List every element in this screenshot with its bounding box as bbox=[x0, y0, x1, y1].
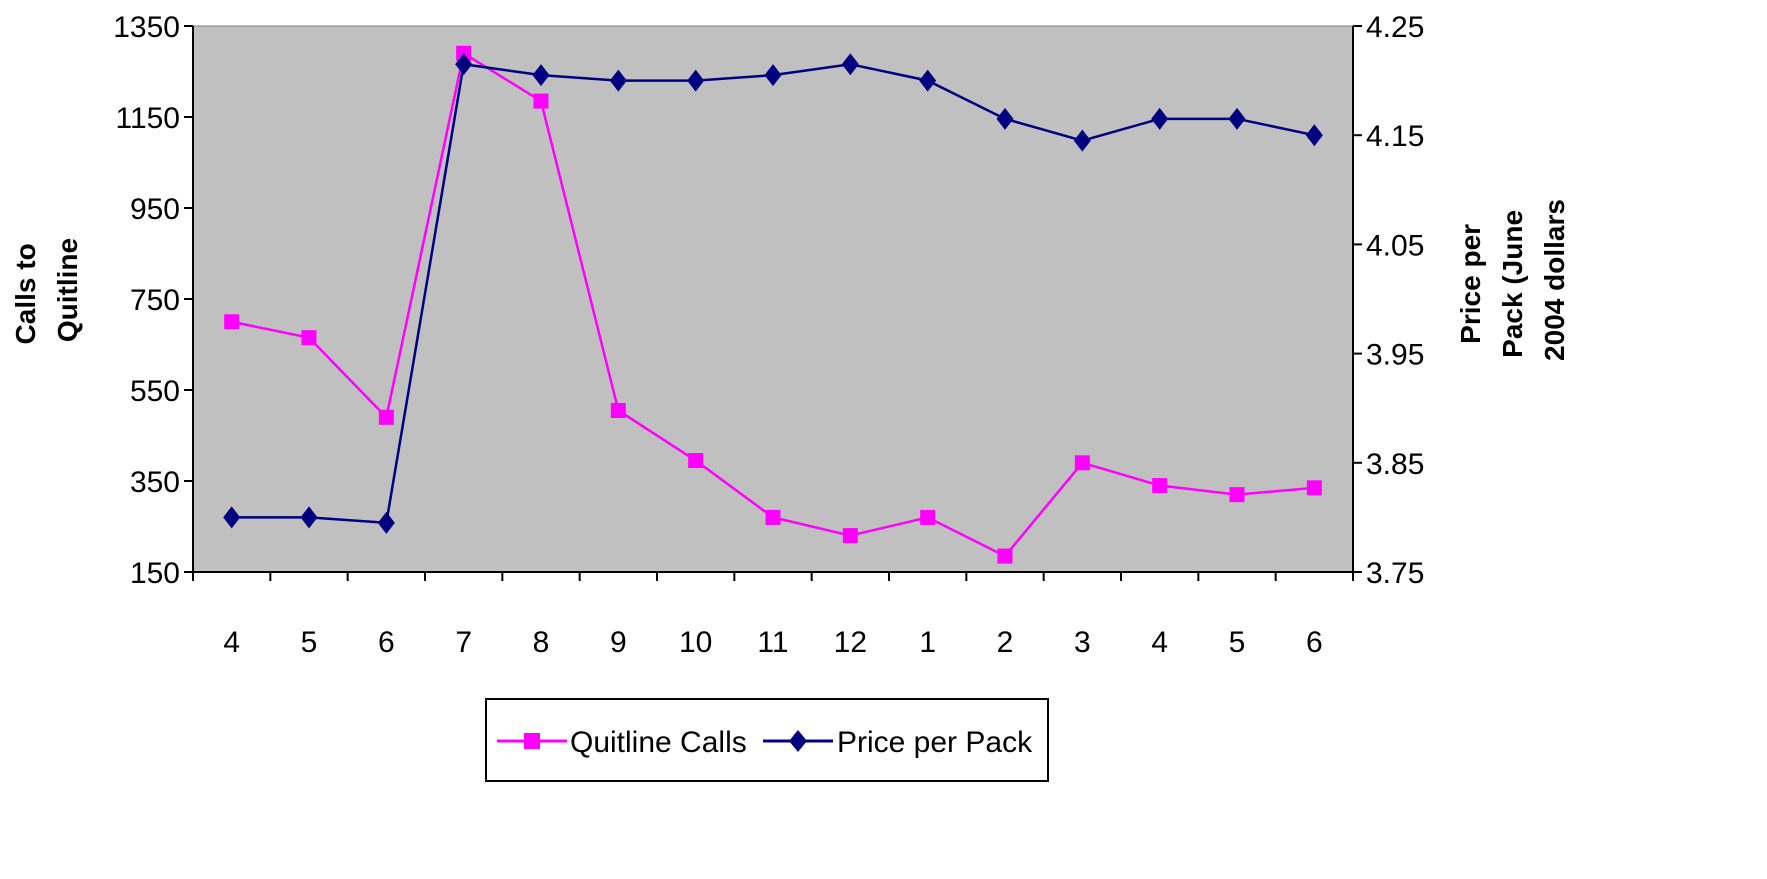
x-tick-label: 2 bbox=[997, 626, 1014, 659]
data-point-quitline-calls bbox=[688, 453, 704, 469]
right-axis-title-line: 2004 dollars bbox=[1539, 199, 1570, 361]
right-tick-label: 4.05 bbox=[1366, 229, 1424, 262]
right-tick-label: 3.75 bbox=[1366, 557, 1424, 590]
data-point-price-per-pack bbox=[841, 53, 859, 76]
x-tick-label: 8 bbox=[533, 626, 550, 659]
right-axis-title-line: Pack (June bbox=[1497, 210, 1528, 358]
data-point-quitline-calls bbox=[997, 548, 1013, 564]
left-axis-title: Calls to Quitline bbox=[10, 236, 83, 345]
data-point-quitline-calls bbox=[378, 409, 394, 425]
data-point-quitline-calls bbox=[533, 93, 549, 109]
right-tick-label: 4.15 bbox=[1366, 120, 1424, 153]
left-tick-label: 1350 bbox=[113, 11, 180, 44]
x-tick-label: 7 bbox=[455, 626, 472, 659]
legend-marker-diamond bbox=[789, 730, 807, 752]
data-point-quitline-calls bbox=[301, 330, 317, 346]
left-tick-label: 350 bbox=[130, 466, 180, 499]
left-tick-label: 950 bbox=[130, 193, 180, 226]
left-axis: 150 350 550 750 950 1150 1350 bbox=[113, 11, 194, 590]
legend-marker-square bbox=[524, 733, 540, 749]
data-point-quitline-calls bbox=[765, 509, 781, 525]
x-tick-label: 4 bbox=[1151, 626, 1168, 659]
x-tick-label: 11 bbox=[757, 626, 788, 659]
left-tick-label: 150 bbox=[130, 557, 180, 590]
data-point-price-per-pack bbox=[919, 69, 937, 92]
legend-label-price-per-pack: Price per Pack bbox=[837, 726, 1033, 759]
left-tick-label: 750 bbox=[130, 284, 180, 317]
data-point-quitline-calls bbox=[1074, 455, 1090, 471]
data-point-quitline-calls bbox=[1152, 478, 1168, 494]
x-tick-label: 10 bbox=[679, 626, 712, 659]
data-point-price-per-pack bbox=[1073, 129, 1091, 152]
right-tick-label: 3.95 bbox=[1366, 339, 1424, 372]
data-point-price-per-pack bbox=[455, 53, 473, 76]
left-tick-label: 550 bbox=[130, 375, 180, 408]
data-point-quitline-calls bbox=[920, 509, 936, 525]
data-point-price-per-pack bbox=[609, 69, 627, 92]
x-tick-label: 9 bbox=[610, 626, 627, 659]
x-tick-label: 6 bbox=[378, 626, 395, 659]
right-tick-label: 4.25 bbox=[1366, 11, 1424, 44]
x-tick-label: 1 bbox=[919, 626, 936, 659]
right-axis: 3.75 3.85 3.95 4.05 4.15 4.25 bbox=[1352, 11, 1424, 590]
legend: Quitline Calls Price per Pack bbox=[485, 698, 1049, 782]
data-point-quitline-calls bbox=[842, 528, 858, 544]
series-price-per-pack bbox=[223, 53, 1323, 534]
data-point-price-per-pack bbox=[532, 64, 550, 87]
data-point-price-per-pack bbox=[223, 506, 241, 529]
left-tick-label: 1150 bbox=[115, 102, 180, 135]
x-tick-label: 5 bbox=[1229, 626, 1246, 659]
x-tick-label: 4 bbox=[223, 626, 240, 659]
data-point-quitline-calls bbox=[1229, 487, 1245, 503]
data-point-quitline-calls bbox=[224, 314, 240, 330]
plot-area bbox=[192, 25, 1354, 573]
series-layer bbox=[223, 45, 1323, 564]
x-tick-label: 5 bbox=[301, 626, 318, 659]
right-axis-title: Price per Pack (June 2004 dollars bbox=[1455, 199, 1570, 361]
data-point-quitline-calls bbox=[610, 402, 626, 418]
left-axis-title-line: Quitline bbox=[52, 238, 83, 342]
data-point-price-per-pack bbox=[1305, 124, 1323, 147]
data-point-price-per-pack bbox=[687, 69, 705, 92]
right-axis-title-line: Price per bbox=[1455, 224, 1486, 344]
data-point-price-per-pack bbox=[300, 506, 318, 529]
data-point-price-per-pack bbox=[1228, 107, 1246, 130]
x-tick-label: 3 bbox=[1074, 626, 1091, 659]
legend-label-quitline-calls: Quitline Calls bbox=[570, 726, 747, 759]
right-tick-label: 3.85 bbox=[1366, 448, 1424, 481]
data-point-quitline-calls bbox=[1306, 480, 1322, 496]
x-tick-label: 6 bbox=[1306, 626, 1323, 659]
data-point-price-per-pack bbox=[764, 64, 782, 87]
x-axis: 4 5 6 7 8 9 10 11 12 1 2 3 4 5 6 bbox=[192, 571, 1354, 659]
x-tick-label: 12 bbox=[834, 626, 867, 659]
data-point-price-per-pack bbox=[996, 107, 1014, 130]
data-point-price-per-pack bbox=[1151, 107, 1169, 130]
data-point-price-per-pack bbox=[377, 511, 395, 534]
left-axis-title-line: Calls to bbox=[10, 243, 41, 344]
series-quitline-calls bbox=[224, 45, 1322, 564]
